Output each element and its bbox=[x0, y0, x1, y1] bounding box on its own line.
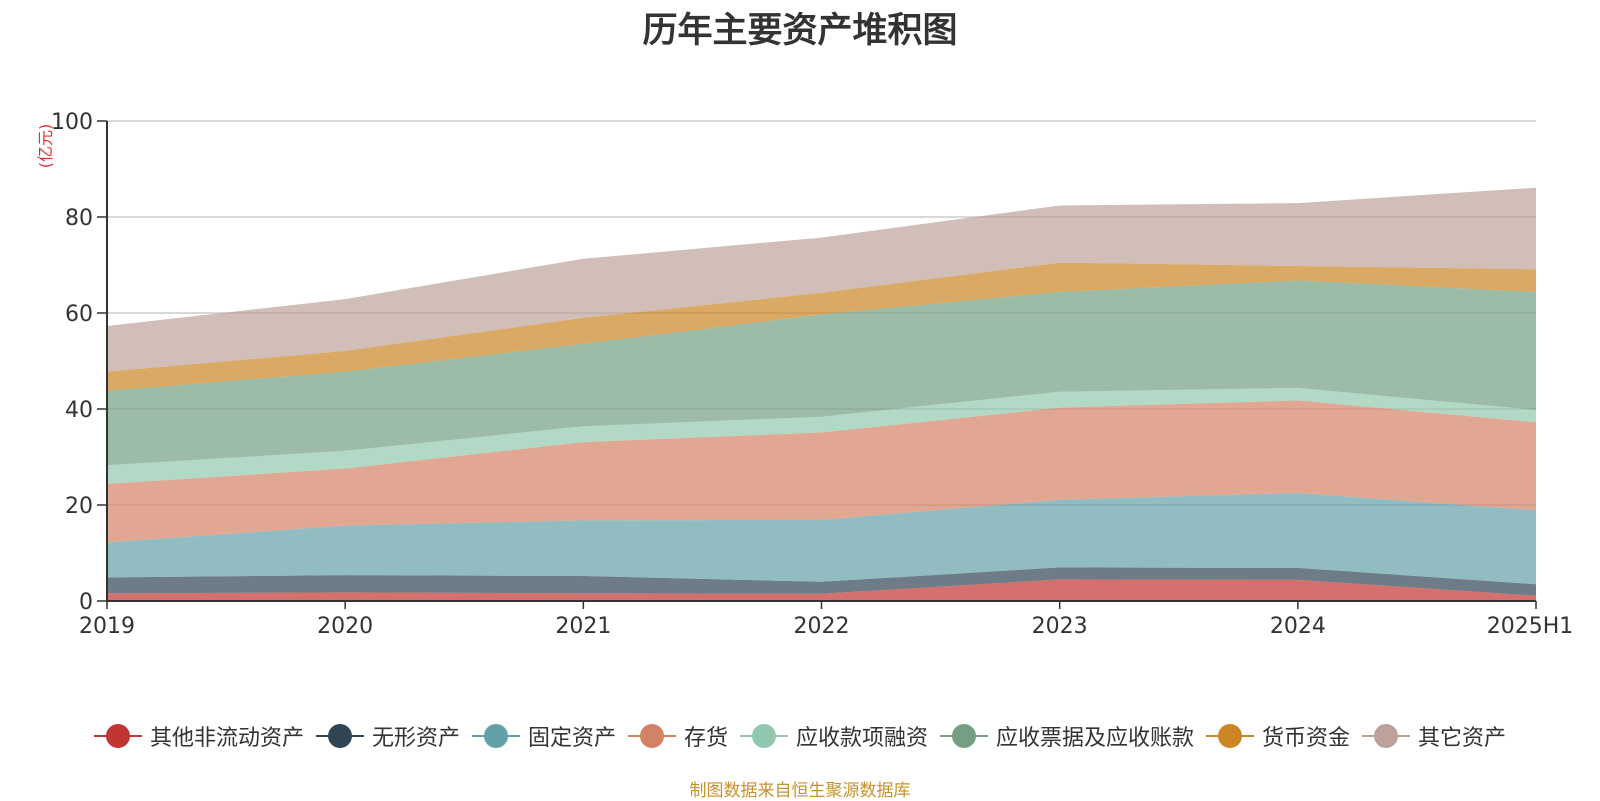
legend-swatch-icon bbox=[627, 724, 676, 748]
x-tick-label: 2025H1 bbox=[1487, 614, 1574, 639]
y-tick-label: 20 bbox=[65, 494, 93, 519]
y-tick-label: 40 bbox=[65, 398, 93, 423]
legend-label: 无形资产 bbox=[371, 726, 460, 751]
area-series-7[interactable] bbox=[107, 187, 1536, 372]
legend-item-3[interactable]: 存货 bbox=[627, 720, 728, 752]
legend-label: 固定资产 bbox=[527, 726, 616, 751]
y-axis-unit-label: (亿元) bbox=[36, 124, 55, 169]
legend-item-4[interactable]: 应收款项融资 bbox=[740, 720, 928, 752]
y-tick-label: 80 bbox=[65, 206, 93, 231]
y-tick-label: 100 bbox=[51, 110, 93, 135]
area-series-0[interactable] bbox=[107, 579, 1536, 601]
legend-label: 货币资金 bbox=[1262, 726, 1351, 751]
x-tick-label: 2022 bbox=[794, 614, 850, 639]
legend-item-1[interactable]: 无形资产 bbox=[315, 720, 460, 752]
x-tick-label: 2020 bbox=[317, 614, 373, 639]
x-tick-label: 2019 bbox=[79, 614, 135, 639]
area-series-5[interactable] bbox=[107, 280, 1536, 466]
x-tick-label: 2021 bbox=[555, 614, 611, 639]
legend-swatch-icon bbox=[471, 724, 520, 748]
legend-item-7[interactable]: 其它资产 bbox=[1362, 720, 1506, 752]
legend-label: 其他非流动资产 bbox=[149, 726, 304, 751]
x-tick-label: 2024 bbox=[1270, 614, 1326, 639]
area-series-layer bbox=[107, 187, 1536, 601]
legend-label: 应收票据及应收账款 bbox=[996, 726, 1195, 751]
legend: 其他非流动资产 无形资产 固定资产 存货 应收款项融资 应收票据及应收账款 货币资金 其它资产 bbox=[0, 718, 1600, 754]
legend-swatch-icon bbox=[740, 724, 788, 748]
legend-swatch-icon bbox=[93, 724, 142, 748]
legend-label: 其它资产 bbox=[1418, 726, 1507, 751]
area-series-1[interactable] bbox=[107, 567, 1536, 596]
axes: 0 20 40 60 80 100 2019 2020 2021 2022 2023 2024 2025… bbox=[51, 110, 1573, 639]
legend-item-2[interactable]: 固定资产 bbox=[471, 720, 616, 752]
legend-item-0[interactable]: 其他非流动资产 bbox=[93, 720, 304, 752]
x-tick-label: 2023 bbox=[1032, 614, 1088, 639]
area-series-3[interactable] bbox=[107, 400, 1536, 543]
y-tick-label: 0 bbox=[79, 590, 93, 615]
y-tick-label: 60 bbox=[65, 302, 93, 327]
legend-swatch-icon bbox=[1362, 724, 1411, 748]
source-note: 制图数据来自恒生聚源数据库 bbox=[689, 781, 911, 801]
legend-item-6[interactable]: 货币资金 bbox=[1206, 720, 1350, 752]
legend-swatch-icon bbox=[940, 724, 989, 748]
chart-title: 历年主要资产堆积图 bbox=[642, 11, 958, 51]
legend-label: 存货 bbox=[683, 726, 728, 751]
legend-swatch-icon bbox=[1206, 724, 1255, 748]
legend-label: 应收款项融资 bbox=[796, 726, 929, 751]
area-series-4[interactable] bbox=[107, 387, 1536, 484]
legend-item-5[interactable]: 应收票据及应收账款 bbox=[940, 720, 1194, 752]
area-series-6[interactable] bbox=[107, 262, 1536, 391]
legend-swatch-icon bbox=[315, 724, 364, 748]
area-series-2[interactable] bbox=[107, 493, 1536, 585]
